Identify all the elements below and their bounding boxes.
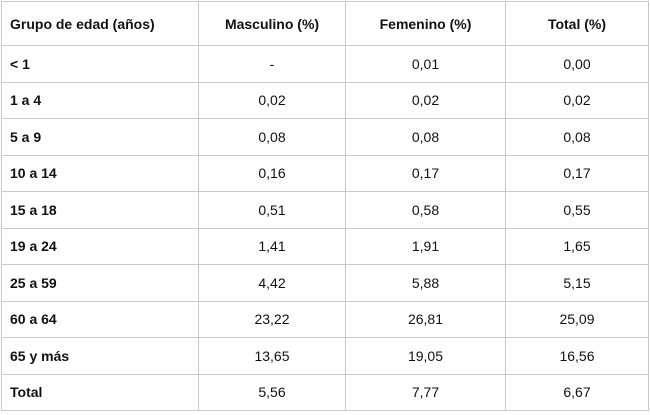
table-cell: 0,16 (198, 154, 346, 192)
table-cell: 4,42 (198, 264, 346, 302)
table-cell: 5,15 (505, 264, 649, 302)
row-label: 1 a 4 (1, 81, 199, 119)
table-row: 15 a 18 0,51 0,58 0,55 (1, 191, 649, 229)
table-cell: 0,58 (345, 191, 506, 229)
table-row: 19 a 24 1,41 1,91 1,65 (1, 227, 649, 265)
row-label: < 1 (1, 45, 199, 83)
table-row: 1 a 4 0,02 0,02 0,02 (1, 81, 649, 119)
header-cell: Masculino (%) (198, 1, 346, 46)
row-label: 15 a 18 (1, 191, 199, 229)
table-row: 10 a 14 0,16 0,17 0,17 (1, 154, 649, 192)
row-label: Total (1, 373, 199, 411)
table-cell: 0,08 (198, 118, 346, 156)
row-label: 10 a 14 (1, 154, 199, 192)
table-cell: 0,17 (505, 154, 649, 192)
table-cell: 0,02 (505, 81, 649, 119)
table-cell: - (198, 45, 346, 83)
table-cell: 25,09 (505, 300, 649, 338)
table-row: 65 y más 13,65 19,05 16,56 (1, 337, 649, 375)
table-cell: 5,88 (345, 264, 506, 302)
header-cell: Grupo de edad (años) (1, 1, 199, 46)
table-cell: 0,08 (505, 118, 649, 156)
table-cell: 0,55 (505, 191, 649, 229)
table-cell: 6,67 (505, 373, 649, 411)
row-label: 25 a 59 (1, 264, 199, 302)
table-row: < 1-0,01 0,00 (1, 45, 649, 83)
header-cell: Total (%) (505, 1, 649, 46)
table-cell: 1,65 (505, 227, 649, 265)
table-cell: 0,02 (345, 81, 506, 119)
row-label: 65 y más (1, 337, 199, 375)
table-cell: 0,00 (505, 45, 649, 83)
header-row: Grupo de edad (años) Masculino (%) Femenin… (1, 1, 649, 46)
table-row: 60 a 64 23,22 26,81 25,09 (1, 300, 649, 338)
table-cell: 23,22 (198, 300, 346, 338)
table-row: Total 5,56 7,77 6,67 (1, 373, 649, 411)
table-cell: 0,51 (198, 191, 346, 229)
table-cell: 0,01 (345, 45, 506, 83)
table-row: 5 a 9 0,08 0,08 0,08 (1, 118, 649, 156)
row-label: 5 a 9 (1, 118, 199, 156)
table-cell: 1,91 (345, 227, 506, 265)
table-cell: 7,77 (345, 373, 506, 411)
table-cell: 16,56 (505, 337, 649, 375)
table-cell: 1,41 (198, 227, 346, 265)
table-cell: 5,56 (198, 373, 346, 411)
table-cell: 0,02 (198, 81, 346, 119)
table-cell: 0,08 (345, 118, 506, 156)
row-label: 60 a 64 (1, 300, 199, 338)
table-cell: 19,05 (345, 337, 506, 375)
table-row: 25 a 59 4,42 5,88 5,15 (1, 264, 649, 302)
header-cell: Femenino (%) (345, 1, 506, 46)
table-body: < 1-0,01 0,00 1 a 4 0,02 0,02 0,02 5 a 9 0,08 0,… (1, 45, 649, 411)
table-cell: 13,65 (198, 337, 346, 375)
table-cell: 0,17 (345, 154, 506, 192)
table-cell: 26,81 (345, 300, 506, 338)
row-label: 19 a 24 (1, 227, 199, 265)
